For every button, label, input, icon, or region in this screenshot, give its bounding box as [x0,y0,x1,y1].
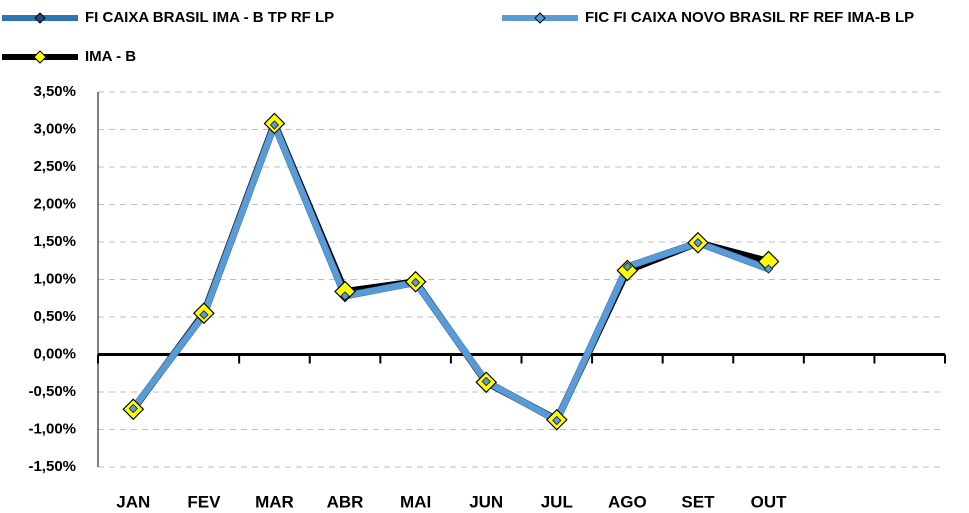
x-tick-label: FEV [187,492,221,511]
y-tick-label: 1,50% [33,233,76,250]
x-tick-label: SET [681,492,715,511]
y-tick-label: 2,50% [33,158,76,175]
y-tick-label: 1,00% [33,270,76,287]
y-tick-label: -1,50% [28,458,76,475]
legend-label: FI CAIXA BRASIL IMA - B TP RF LP [85,9,334,26]
x-tick-label: OUT [751,492,788,511]
legend-marker [34,12,46,24]
series-marker [340,291,350,301]
series-marker [763,264,774,274]
y-tick-label: 3,00% [33,120,76,137]
x-tick-label: JUL [541,492,573,511]
series-marker [552,415,562,426]
y-tick-label: 3,50% [33,83,76,100]
x-tick-label: AGO [608,492,647,511]
legend-marker [33,50,47,64]
series-marker [622,262,632,272]
legend-marker [534,12,546,24]
x-tick-label: ABR [327,492,364,511]
x-tick-label: MAR [255,492,294,511]
y-tick-label: -1,00% [28,420,76,437]
y-tick-label: 2,00% [33,195,76,212]
series-line [130,122,770,424]
series-marker [481,376,491,387]
y-tick-label: -0,50% [28,383,76,400]
series-marker [199,310,209,320]
y-tick-label: 0,00% [33,345,76,362]
series-marker [411,277,421,288]
legend-label: FIC FI CAIXA NOVO BRASIL RF REF IMA-B LP [585,9,914,26]
series-marker [693,238,703,248]
x-tick-label: JUN [469,492,503,511]
y-tick-label: 0,50% [33,308,76,325]
legend-label: IMA - B [85,48,136,65]
series-line [130,121,770,424]
x-tick-label: JAN [116,492,150,511]
series-marker [269,120,280,130]
x-tick-label: MAI [400,492,431,511]
series-line [130,120,770,424]
series-marker [128,403,138,414]
